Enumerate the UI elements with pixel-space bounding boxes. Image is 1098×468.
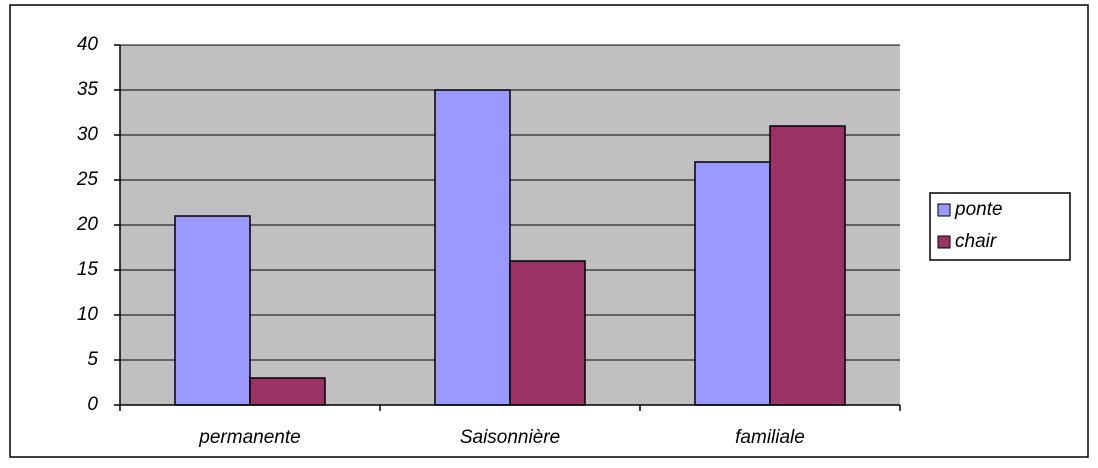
bar xyxy=(174,215,251,406)
y-tick-label: 35 xyxy=(77,79,99,100)
x-tick-label: permanente xyxy=(198,427,300,448)
x-tick-label: familiale xyxy=(735,427,805,448)
bar xyxy=(249,377,326,406)
bar xyxy=(434,89,511,406)
bar xyxy=(694,161,771,406)
legend-box xyxy=(929,192,1071,261)
x-tick-label: Saisonnière xyxy=(460,427,560,448)
legend xyxy=(929,192,1071,261)
legend-label: ponte xyxy=(954,199,1003,220)
y-tick-label: 20 xyxy=(76,214,99,235)
y-tick-label: 0 xyxy=(87,394,98,415)
legend-swatch xyxy=(937,235,951,249)
bar xyxy=(769,125,846,406)
y-tick-label: 40 xyxy=(77,34,99,55)
y-tick-label: 15 xyxy=(77,259,99,280)
y-tick-label: 5 xyxy=(87,349,98,370)
y-tick-label: 10 xyxy=(77,304,99,325)
legend-label: chair xyxy=(955,231,997,252)
legend-swatch xyxy=(937,203,951,217)
y-tick-label: 25 xyxy=(76,169,99,190)
y-tick-label: 30 xyxy=(77,124,99,145)
bar xyxy=(509,260,586,406)
